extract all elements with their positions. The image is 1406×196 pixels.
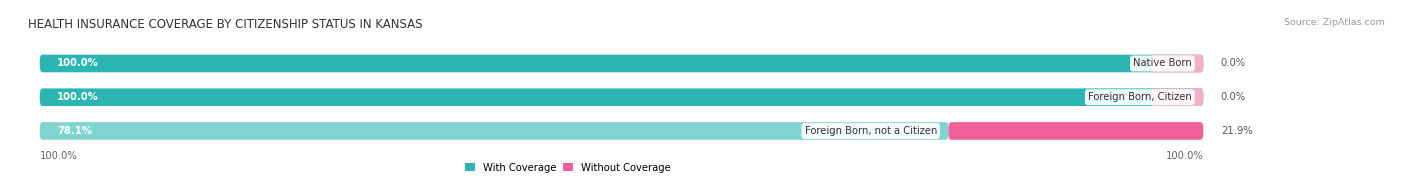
FancyBboxPatch shape: [39, 55, 1204, 72]
Text: 0.0%: 0.0%: [1220, 58, 1246, 68]
Text: 78.1%: 78.1%: [58, 126, 93, 136]
FancyBboxPatch shape: [39, 55, 1204, 72]
FancyBboxPatch shape: [1152, 55, 1204, 72]
FancyBboxPatch shape: [39, 122, 1204, 140]
FancyBboxPatch shape: [39, 88, 1204, 106]
FancyBboxPatch shape: [1152, 88, 1204, 106]
Text: 100.0%: 100.0%: [39, 151, 77, 161]
Text: 100.0%: 100.0%: [58, 92, 98, 102]
FancyBboxPatch shape: [39, 122, 949, 140]
Text: Foreign Born, Citizen: Foreign Born, Citizen: [1088, 92, 1192, 102]
Text: Source: ZipAtlas.com: Source: ZipAtlas.com: [1284, 18, 1385, 27]
Text: Native Born: Native Born: [1133, 58, 1192, 68]
FancyBboxPatch shape: [39, 88, 1204, 106]
Text: HEALTH INSURANCE COVERAGE BY CITIZENSHIP STATUS IN KANSAS: HEALTH INSURANCE COVERAGE BY CITIZENSHIP…: [28, 18, 423, 31]
Text: Foreign Born, not a Citizen: Foreign Born, not a Citizen: [804, 126, 936, 136]
Text: 100.0%: 100.0%: [58, 58, 98, 68]
Text: 0.0%: 0.0%: [1220, 92, 1246, 102]
Text: 100.0%: 100.0%: [1166, 151, 1204, 161]
Text: 21.9%: 21.9%: [1220, 126, 1253, 136]
FancyBboxPatch shape: [949, 122, 1204, 140]
Legend: With Coverage, Without Coverage: With Coverage, Without Coverage: [465, 163, 671, 173]
